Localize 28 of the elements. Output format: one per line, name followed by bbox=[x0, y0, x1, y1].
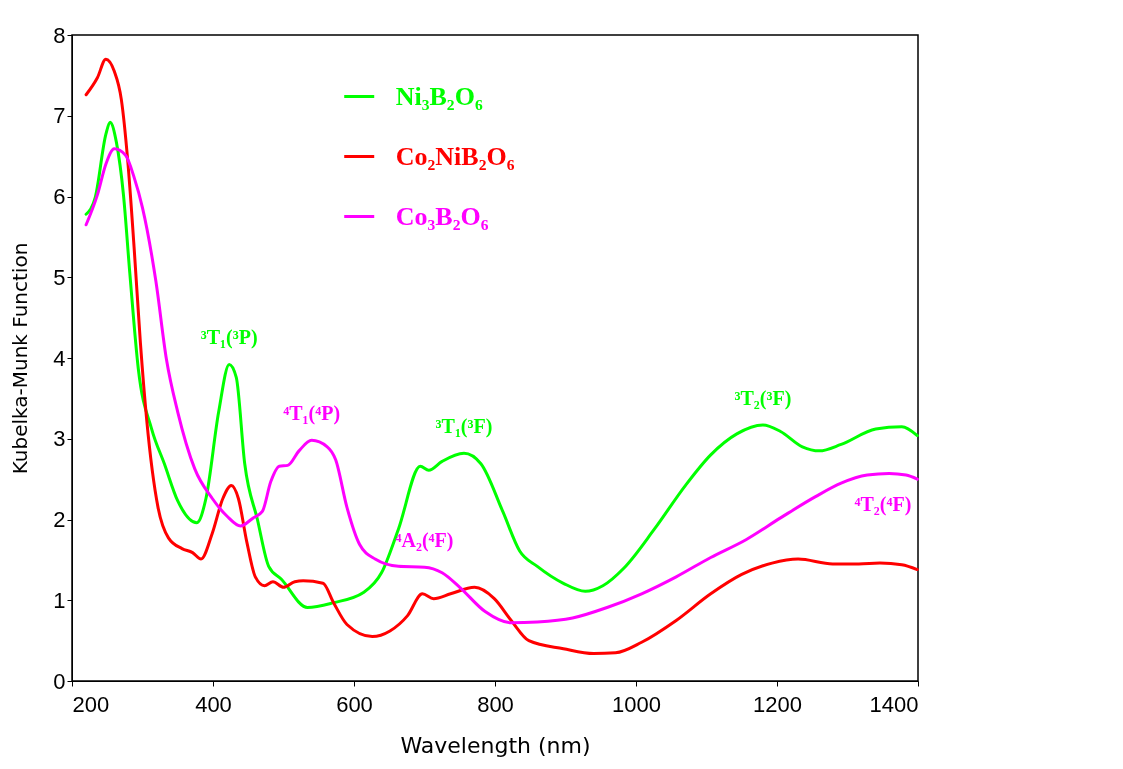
y-tick-label: 0 bbox=[53, 668, 66, 694]
y-axis-title: Kubelka-Munk Function bbox=[8, 242, 33, 475]
legend-label: Co₂NiB₂O₆ bbox=[395, 141, 515, 171]
y-tick-label: 5 bbox=[53, 264, 66, 290]
annotation: ³T₁(³F) bbox=[435, 415, 493, 439]
x-tick-label: 1200 bbox=[753, 691, 802, 717]
annotation: ³T₂(³F) bbox=[734, 387, 792, 411]
annotation: ³T₁(³P) bbox=[200, 326, 258, 350]
y-tick-label: 4 bbox=[53, 345, 66, 371]
annotation: ⁴T₂(⁴F) bbox=[854, 493, 912, 517]
y-tick-label: 6 bbox=[53, 184, 66, 209]
y-tick-label: 8 bbox=[53, 22, 66, 48]
x-tick-label: 600 bbox=[336, 691, 373, 717]
annotation: ⁴T₁(⁴P) bbox=[283, 402, 341, 426]
x-tick-label: 1000 bbox=[612, 691, 661, 717]
y-tick-label: 2 bbox=[53, 507, 66, 532]
annotation: ⁴A₂(⁴F) bbox=[395, 529, 454, 553]
legend-label: Co₃B₂O₆ bbox=[395, 201, 489, 231]
x-tick-label: 800 bbox=[477, 691, 514, 717]
x-axis-title: Wavelength (nm) bbox=[400, 732, 591, 758]
x-tick-label: 1400 bbox=[869, 691, 919, 717]
y-tick-label: 7 bbox=[53, 103, 66, 129]
y-tick-label: 1 bbox=[53, 587, 66, 613]
legend-label: Ni₃B₂O₆ bbox=[395, 81, 483, 111]
line-series bbox=[84, 57, 919, 656]
x-tick-label: 200 bbox=[72, 691, 110, 717]
y-tick-label: 3 bbox=[53, 426, 66, 452]
x-tick-label: 400 bbox=[195, 691, 232, 717]
